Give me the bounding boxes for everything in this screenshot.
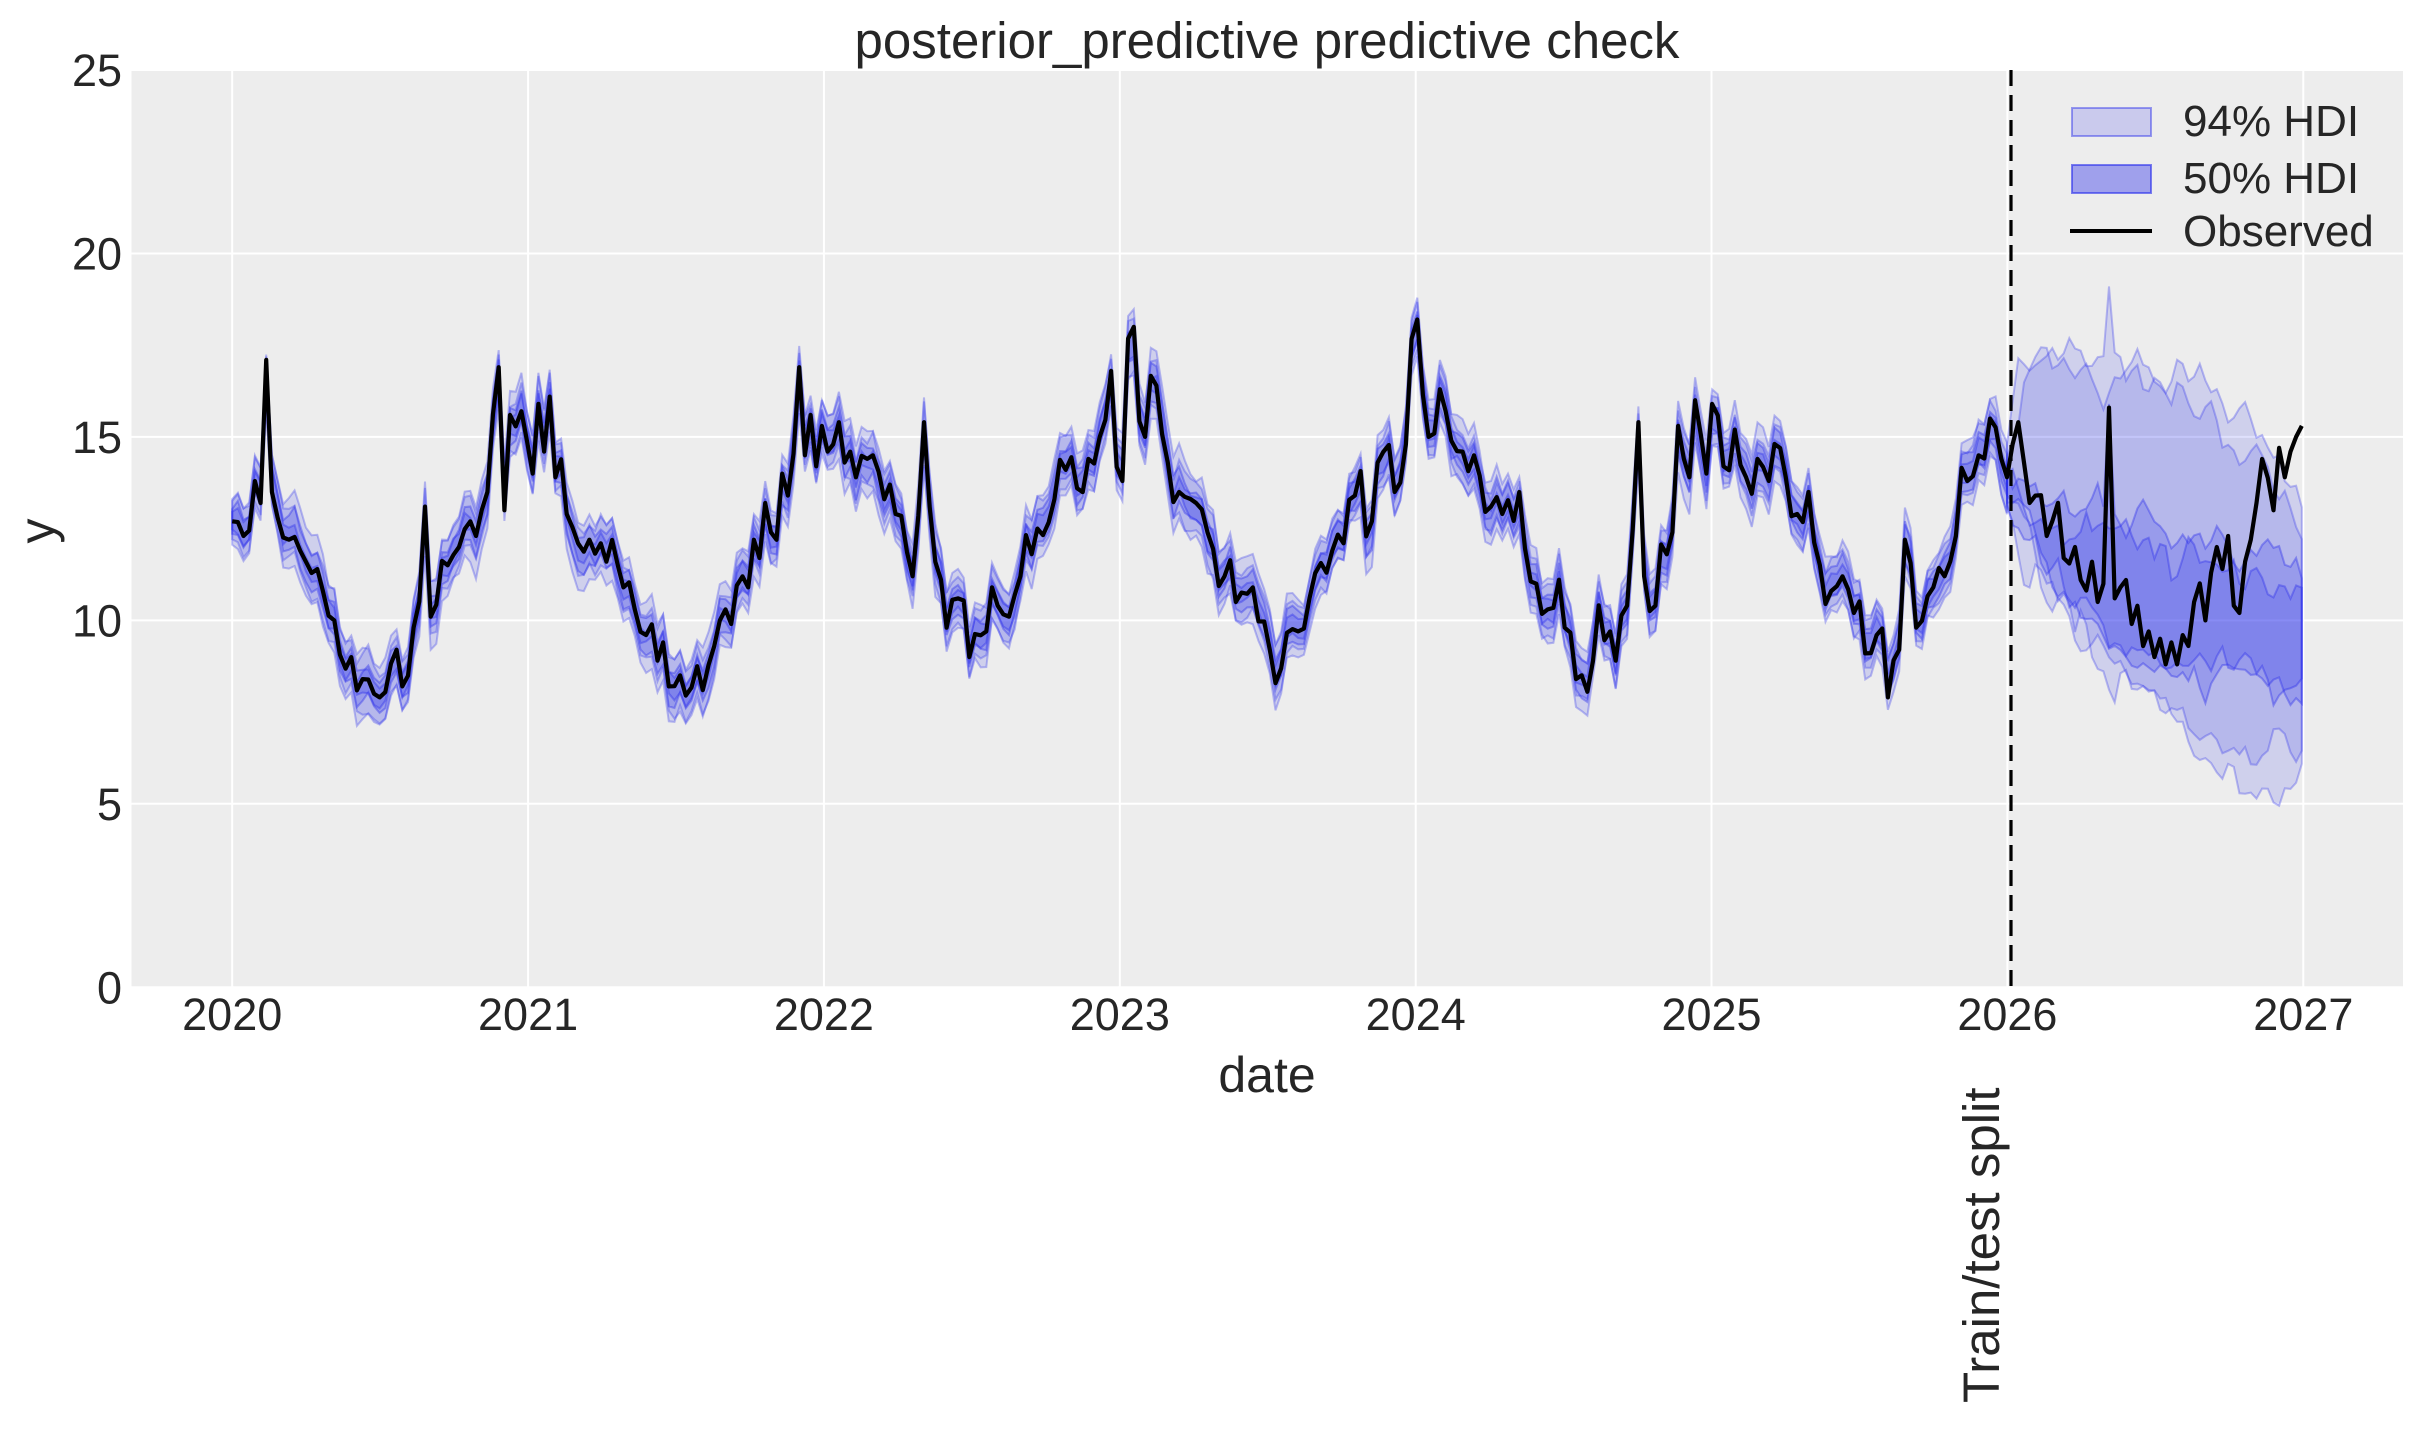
svg-text:20: 20 [72,229,122,280]
svg-text:Observed: Observed [2183,207,2374,256]
svg-text:2023: 2023 [1070,989,1170,1040]
svg-text:0: 0 [97,962,122,1013]
svg-text:2020: 2020 [182,989,282,1040]
svg-text:Train/test split: Train/test split [1953,1087,2010,1403]
svg-text:5: 5 [97,779,122,830]
svg-text:2025: 2025 [1661,989,1761,1040]
svg-text:2026: 2026 [1957,989,2057,1040]
svg-text:15: 15 [72,412,122,463]
svg-text:10: 10 [72,595,122,646]
svg-text:posterior_predictive predictiv: posterior_predictive predictive check [855,12,1680,69]
svg-text:2024: 2024 [1366,989,1466,1040]
svg-text:2022: 2022 [774,989,874,1040]
svg-text:25: 25 [72,45,122,96]
svg-text:2021: 2021 [478,989,578,1040]
svg-text:2027: 2027 [2253,989,2353,1040]
svg-text:date: date [1218,1047,1315,1103]
svg-text:94% HDI: 94% HDI [2183,97,2359,146]
svg-text:50% HDI: 50% HDI [2183,154,2359,203]
svg-text:y: y [9,519,65,544]
